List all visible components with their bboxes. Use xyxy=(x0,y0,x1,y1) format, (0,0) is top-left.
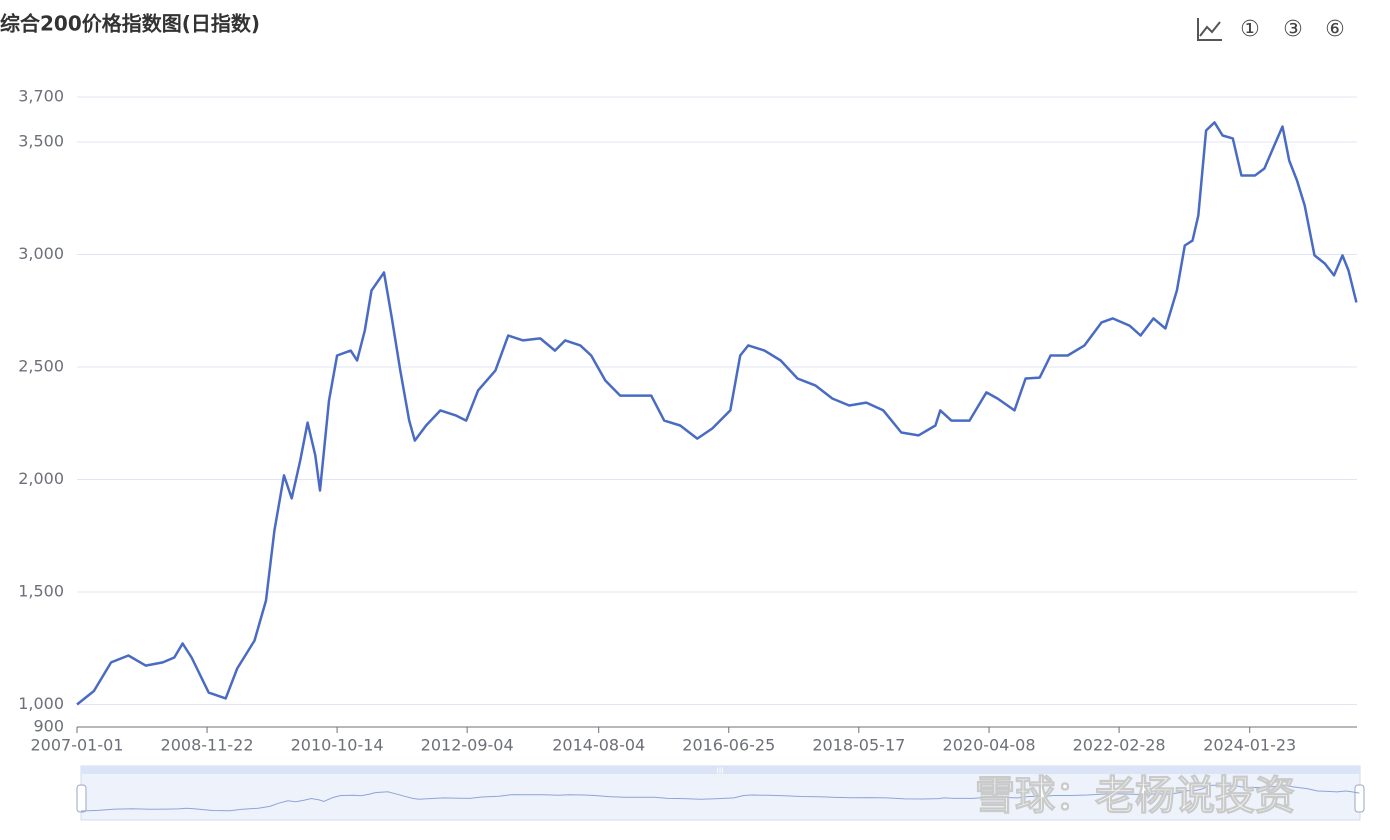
data-zoom[interactable]: III xyxy=(76,765,1365,821)
y-tick-label: 1,500 xyxy=(18,582,64,601)
x-tick-label: 2007-01-01 xyxy=(31,736,124,755)
y-tick-label: 3,500 xyxy=(18,132,64,151)
x-tick-label: 2016-06-25 xyxy=(682,736,775,755)
x-tick-label: 2020-04-08 xyxy=(943,736,1036,755)
x-tick-label: 2024-01-23 xyxy=(1203,736,1296,755)
x-tick-label: 2014-08-04 xyxy=(552,736,645,755)
toolbar-button[interactable]: ③ xyxy=(1283,17,1303,42)
x-tick-label: 2022-02-28 xyxy=(1073,736,1166,755)
toolbar-button[interactable]: ① xyxy=(1240,17,1260,42)
y-tick-label: 2,000 xyxy=(18,469,64,488)
watermark: 雪球：老杨说投资 xyxy=(975,773,1295,819)
x-tick-label: 2018-05-17 xyxy=(812,736,905,755)
y-tick-label: 3,700 xyxy=(18,87,64,106)
toolbar-button[interactable]: ⑥ xyxy=(1325,17,1345,42)
zoom-track[interactable] xyxy=(80,765,1361,821)
zoom-handle[interactable] xyxy=(76,784,87,813)
line-icon[interactable] xyxy=(1197,18,1222,41)
zoom-handle[interactable] xyxy=(1354,784,1365,813)
zoom-bar[interactable] xyxy=(81,766,1360,774)
zoom-grip: III xyxy=(716,767,723,776)
y-tick-label: 900 xyxy=(33,717,64,736)
x-tick-label: 2008-11-22 xyxy=(161,736,254,755)
x-tick-label: 2010-10-14 xyxy=(291,736,384,755)
toolbar-line-icon[interactable] xyxy=(1197,18,1222,41)
y-tick-label: 3,000 xyxy=(18,244,64,263)
y-tick-label: 1,000 xyxy=(18,694,64,713)
x-tick-label: 2012-09-04 xyxy=(421,736,514,755)
zoom-preview-line xyxy=(80,784,1360,812)
series-line xyxy=(76,121,1358,706)
chart-title: 综合200价格指数图(日指数) xyxy=(0,12,260,36)
y-tick-label: 2,500 xyxy=(18,357,64,376)
